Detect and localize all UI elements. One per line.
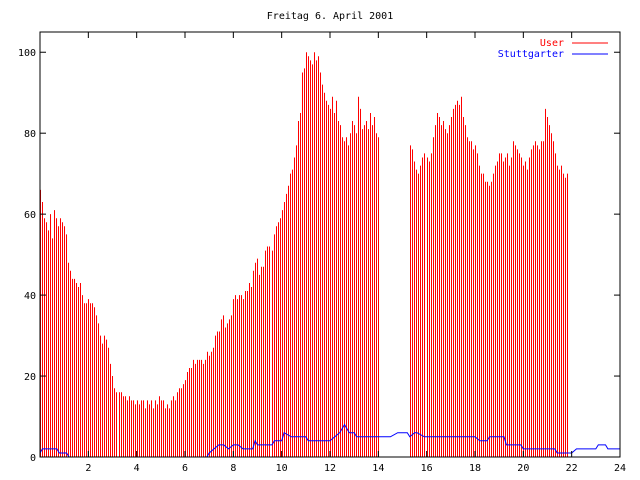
user-bars	[40, 52, 568, 457]
legend-label-stuttgarter: Stuttgarter	[498, 49, 564, 60]
stuttgarter-series-line	[39, 423, 620, 458]
y-tick-label: 60	[24, 210, 36, 221]
x-tick-label: 22	[566, 463, 578, 474]
x-tick-label: 20	[517, 463, 529, 474]
y-tick-label: 0	[30, 453, 36, 464]
x-tick-label: 2	[85, 463, 91, 474]
x-tick-label: 24	[614, 463, 626, 474]
chart-title: Freitag 6. April 2001	[267, 11, 393, 22]
y-tick-label: 100	[18, 48, 36, 59]
x-tick-label: 4	[134, 463, 140, 474]
legend-label-user: User	[540, 38, 564, 49]
y-tick-label: 40	[24, 291, 36, 302]
y-axis: 0 20 40 60 80 100	[18, 48, 620, 464]
x-tick-label: 6	[182, 463, 188, 474]
x-tick-label: 12	[324, 463, 336, 474]
x-tick-label: 16	[421, 463, 433, 474]
x-tick-label: 10	[276, 463, 288, 474]
x-axis: 2 4 6 8 10 12 14 16 18 20 22 24	[85, 32, 626, 474]
y-tick-label: 20	[24, 372, 36, 383]
legend: User Stuttgarter	[498, 38, 608, 60]
y-tick-label: 80	[24, 129, 36, 140]
x-tick-label: 14	[372, 463, 384, 474]
x-tick-label: 8	[230, 463, 236, 474]
x-tick-label: 18	[469, 463, 481, 474]
